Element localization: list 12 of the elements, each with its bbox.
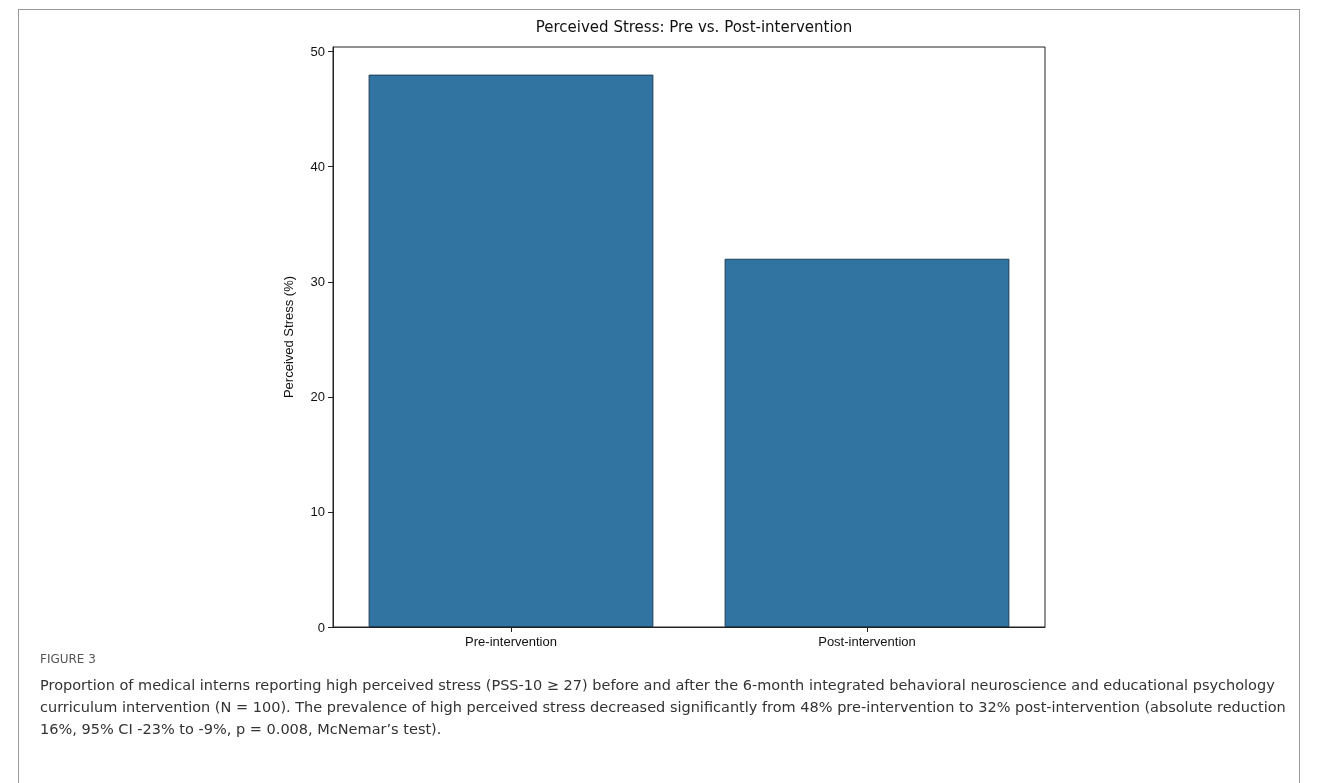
y-tick-label: 10	[310, 504, 325, 520]
y-tick-label: 20	[310, 389, 325, 405]
x-tick-label: Pre-intervention	[465, 634, 557, 649]
y-axis-title: Perceived Stress (%)	[281, 275, 296, 399]
chart-title: Perceived Stress: Pre vs. Post-intervention	[535, 17, 853, 36]
x-tick-label: Post-intervention	[818, 634, 916, 649]
text: Proportion of medical interns reporting high perceived stress (PSS-10 ≥ 27) before and after the 6-month integrated behavioral neuroscience and educational psychology curriculum intervention (N = 100). The prevalence of high perceived stress decreased significantly from 48% pre-intervention to 32% post-intervention (absolute reduction 16%, 95% CI -23% to -9%, p = 0.008, McNemar’s test).	[40, 676, 1287, 739]
y-tick-label: 40	[310, 159, 325, 175]
y-tick-label: 50	[310, 44, 325, 60]
y-tick-label: 0	[317, 619, 325, 635]
y-tick-label: 30	[310, 274, 325, 290]
caption: FIGURE 3	[40, 652, 97, 666]
